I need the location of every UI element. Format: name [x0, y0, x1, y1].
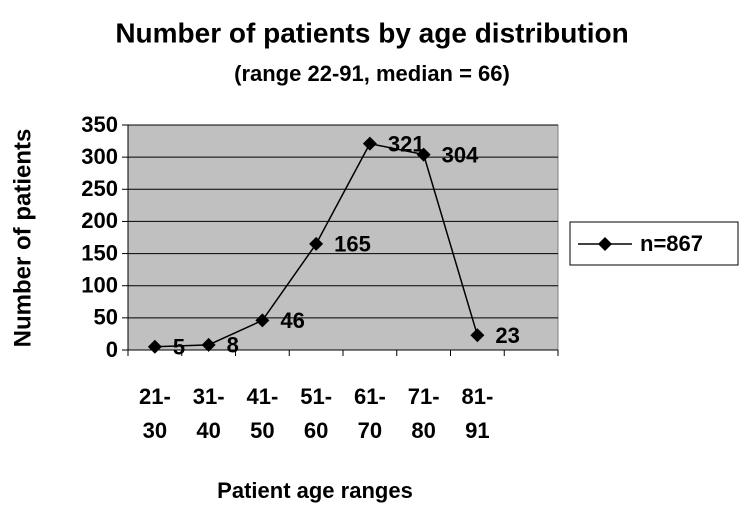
y-tick-label: 150 — [81, 240, 118, 265]
plot-area — [127, 124, 559, 351]
x-tick-label: 81-91 — [461, 384, 494, 443]
y-axis-label: Number of patients — [9, 129, 36, 348]
legend-label: n=867 — [640, 231, 703, 256]
y-tick-label: 100 — [81, 273, 118, 298]
x-tick-label: 41-50 — [246, 384, 279, 443]
data-label: 165 — [334, 232, 371, 257]
marker — [470, 328, 485, 343]
data-label: 46 — [280, 308, 304, 333]
x-tick-label: 21-30 — [138, 384, 171, 443]
marker — [147, 339, 162, 354]
marker — [255, 313, 270, 328]
marker — [201, 337, 216, 352]
x-tick-label: 61-70 — [353, 384, 386, 443]
marker — [309, 236, 324, 251]
data-label: 321 — [388, 131, 425, 156]
y-tick-label: 200 — [81, 208, 118, 233]
y-tick-label: 350 — [81, 112, 118, 137]
x-tick-label: 71-80 — [407, 384, 440, 443]
y-tick-label: 250 — [81, 176, 118, 201]
chart-title: Number of patients by age distribution — [115, 17, 628, 48]
chart-subtitle-line: (range 22-91, median = 66) — [234, 61, 510, 86]
marker — [416, 147, 431, 162]
x-tick-label: 51-60 — [300, 384, 333, 443]
y-tick-label: 50 — [94, 305, 118, 330]
y-tick-label: 0 — [106, 337, 118, 362]
chart-subtitle: (range 22-91, median = 66) — [234, 61, 510, 86]
legend-marker — [598, 237, 612, 251]
data-label: 5 — [173, 335, 185, 360]
data-label: 23 — [495, 323, 519, 348]
x-tick-label: 31-40 — [192, 384, 225, 443]
data-label: 8 — [227, 333, 239, 358]
data-label: 304 — [442, 142, 479, 167]
x-axis-label: Patient age ranges — [217, 478, 413, 503]
marker — [362, 136, 377, 151]
y-tick-label: 300 — [81, 144, 118, 169]
